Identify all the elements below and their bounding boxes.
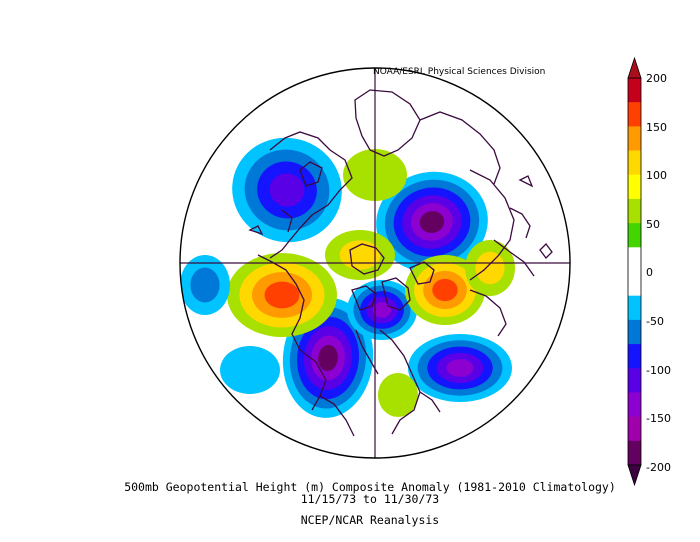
caption-title: 500mb Geopotential Height (m) Composite … bbox=[124, 480, 616, 494]
colorbar-segment bbox=[628, 392, 641, 417]
colorbar-segment bbox=[628, 440, 641, 466]
colorbar-segment bbox=[628, 126, 641, 151]
colorbar-arrow-top bbox=[627, 56, 642, 79]
negative-anomaly-contour bbox=[190, 267, 220, 303]
colorbar-segment bbox=[628, 368, 641, 393]
colorbar-segment bbox=[628, 174, 641, 200]
negative-anomaly-contour bbox=[446, 359, 474, 377]
credit-text: NOAA/ESRL Physical Sciences Division bbox=[373, 67, 546, 77]
colorbar-segment bbox=[628, 416, 641, 442]
negative-anomaly-contour bbox=[372, 302, 392, 318]
negative-anomaly-contour bbox=[419, 211, 445, 233]
negative-anomaly-contour bbox=[318, 344, 338, 372]
colorbar bbox=[627, 56, 642, 487]
colorbar-segment bbox=[628, 344, 641, 369]
colorbar-segment bbox=[628, 319, 641, 345]
colorbar-segment bbox=[628, 271, 641, 296]
negative-anomaly-contour bbox=[269, 173, 305, 207]
colorbar-tick-label: 200 bbox=[646, 72, 667, 85]
positive-anomaly-contour bbox=[475, 251, 505, 285]
positive-anomaly-contour bbox=[339, 240, 381, 270]
positive-anomaly-contour bbox=[264, 281, 300, 309]
map-boundary bbox=[179, 67, 571, 459]
positive-anomaly-contour bbox=[378, 373, 418, 417]
colorbar-tick-label: 100 bbox=[646, 169, 667, 183]
coastlines bbox=[248, 89, 553, 437]
colorbar-tick-label: 50 bbox=[646, 217, 660, 231]
caption-source: NCEP/NCAR Reanalysis bbox=[300, 513, 440, 527]
colorbar-arrow-bottom bbox=[627, 464, 642, 487]
caption-dates: 11/15/73 to 11/30/73 bbox=[300, 492, 440, 506]
colorbar-segment bbox=[628, 223, 641, 248]
colorbar-tick-label: -50 bbox=[646, 315, 664, 328]
colorbar-segment bbox=[628, 295, 641, 321]
colorbar-tick-label: 150 bbox=[646, 120, 667, 134]
colorbar-segment bbox=[628, 247, 641, 272]
colorbar-tick-label: -200 bbox=[646, 460, 671, 474]
colorbar-segment bbox=[628, 78, 641, 103]
negative-anomaly-contour bbox=[220, 346, 280, 394]
colorbar-tick-label: 0 bbox=[646, 266, 653, 280]
colorbar-tick-label: -150 bbox=[646, 412, 671, 426]
colorbar-segment bbox=[628, 150, 641, 176]
colorbar-segment bbox=[628, 102, 641, 127]
colorbar-tick-label: -100 bbox=[646, 363, 671, 377]
positive-anomaly-contour bbox=[432, 278, 458, 302]
colorbar-segment bbox=[628, 198, 641, 224]
